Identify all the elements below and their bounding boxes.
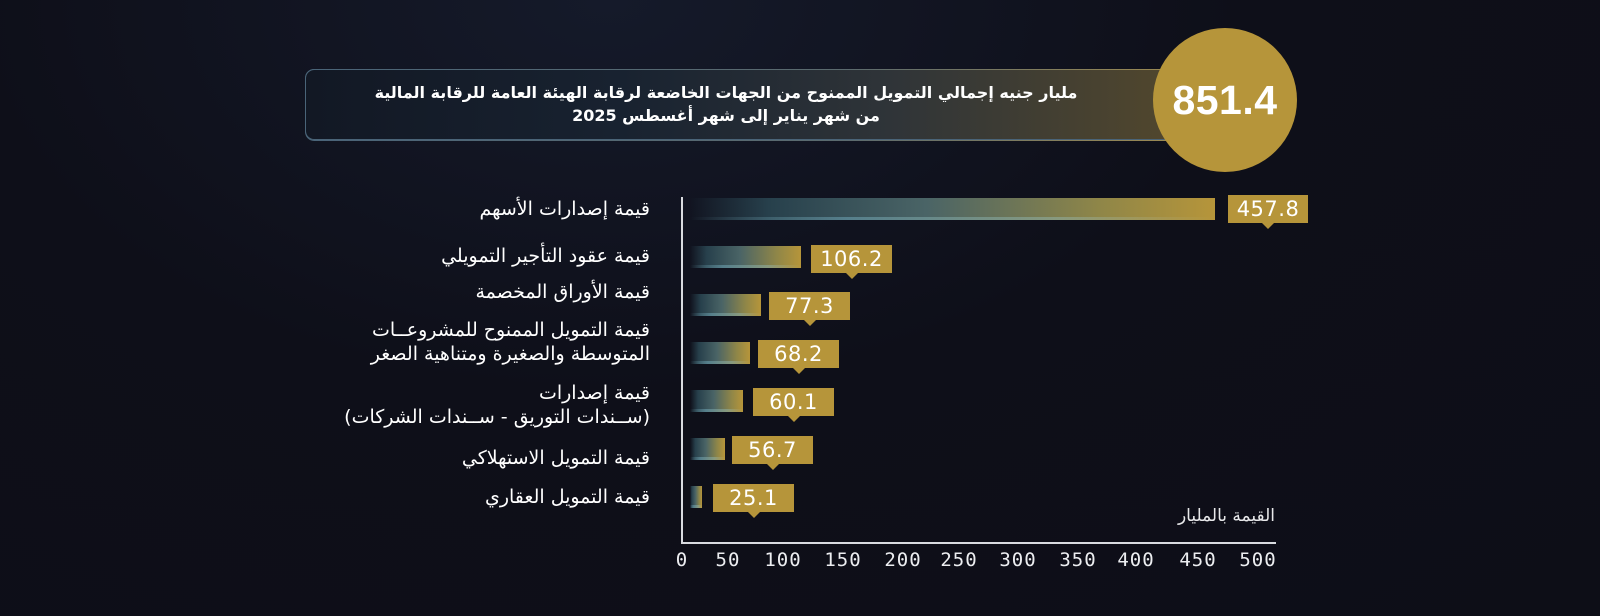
- header-title-line-2: من شهر يناير إلى شهر أغسطس 2025: [572, 106, 880, 125]
- bar: [690, 246, 801, 268]
- total-value-badge: 851.4: [1153, 28, 1297, 172]
- category-label: قيمة التمويل العقاري: [485, 485, 650, 509]
- x-tick: 400: [1117, 549, 1155, 571]
- bar: [690, 342, 750, 364]
- x-tick: 250: [940, 549, 978, 571]
- category-label: قيمة عقود التأجير التمويلي: [441, 244, 650, 268]
- bar: [690, 294, 761, 316]
- category-label: قيمة التمويل الممنوح للمشروعــات المتوسط…: [371, 318, 650, 366]
- category-label: قيمة الأوراق المخصمة: [475, 280, 650, 304]
- value-label: 25.1: [713, 484, 794, 512]
- bar: [690, 438, 725, 460]
- x-tick: 300: [999, 549, 1037, 571]
- category-label: قيمة التمويل الاستهلاكي: [462, 446, 650, 470]
- total-value: 851.4: [1172, 76, 1278, 123]
- bar: [690, 486, 702, 508]
- x-tick: 350: [1059, 549, 1097, 571]
- category-label: قيمة إصدارات الأسهم: [479, 197, 650, 221]
- category-label-line: قيمة إصدارات الأسهم: [479, 198, 650, 220]
- y-axis-line: [681, 197, 683, 544]
- category-label-line: قيمة عقود التأجير التمويلي: [441, 245, 650, 267]
- value-label: 60.1: [753, 388, 834, 416]
- x-tick: 500: [1239, 549, 1277, 571]
- category-label-line: قيمة التمويل العقاري: [484, 486, 650, 508]
- x-axis-title: القيمة بالمليار: [1177, 506, 1275, 526]
- x-tick: 50: [715, 549, 741, 571]
- x-tick: 0: [675, 549, 689, 571]
- x-axis-line: [681, 542, 1276, 544]
- x-tick: 150: [824, 549, 862, 571]
- category-label-line: قيمة التمويل الاستهلاكي: [461, 447, 650, 469]
- category-label-line: قيمة إصدارات: [538, 382, 650, 404]
- header-title-line-1: مليار جنيه إجمالي التمويل الممنوح من الج…: [374, 83, 1078, 102]
- value-label: 56.7: [732, 436, 813, 464]
- category-label-line: المتوسطة والصغيرة ومتناهية الصغر: [370, 343, 650, 365]
- header-banner: مليار جنيه إجمالي التمويل الممنوح من الج…: [305, 69, 1205, 140]
- category-label-line: (ســندات التوريق - ســندات الشركات): [344, 406, 650, 428]
- category-label-line: قيمة التمويل الممنوح للمشروعــات: [371, 319, 650, 341]
- category-label: قيمة إصدارات (ســندات التوريق - ســندات …: [344, 381, 650, 429]
- category-label-line: قيمة الأوراق المخصمة: [475, 281, 650, 303]
- bar: [690, 198, 1215, 220]
- x-axis-ticks: 0 50 100 150 200 250 300 350 400 450 500: [0, 549, 1600, 573]
- value-label: 68.2: [758, 340, 839, 368]
- value-label: 457.8: [1228, 195, 1308, 223]
- bar: [690, 390, 743, 412]
- x-tick: 100: [764, 549, 802, 571]
- value-label: 77.3: [769, 292, 850, 320]
- value-label: 106.2: [811, 245, 892, 273]
- x-tick: 450: [1179, 549, 1217, 571]
- x-tick: 200: [884, 549, 922, 571]
- header-title: مليار جنيه إجمالي التمويل الممنوح من الج…: [306, 81, 1204, 127]
